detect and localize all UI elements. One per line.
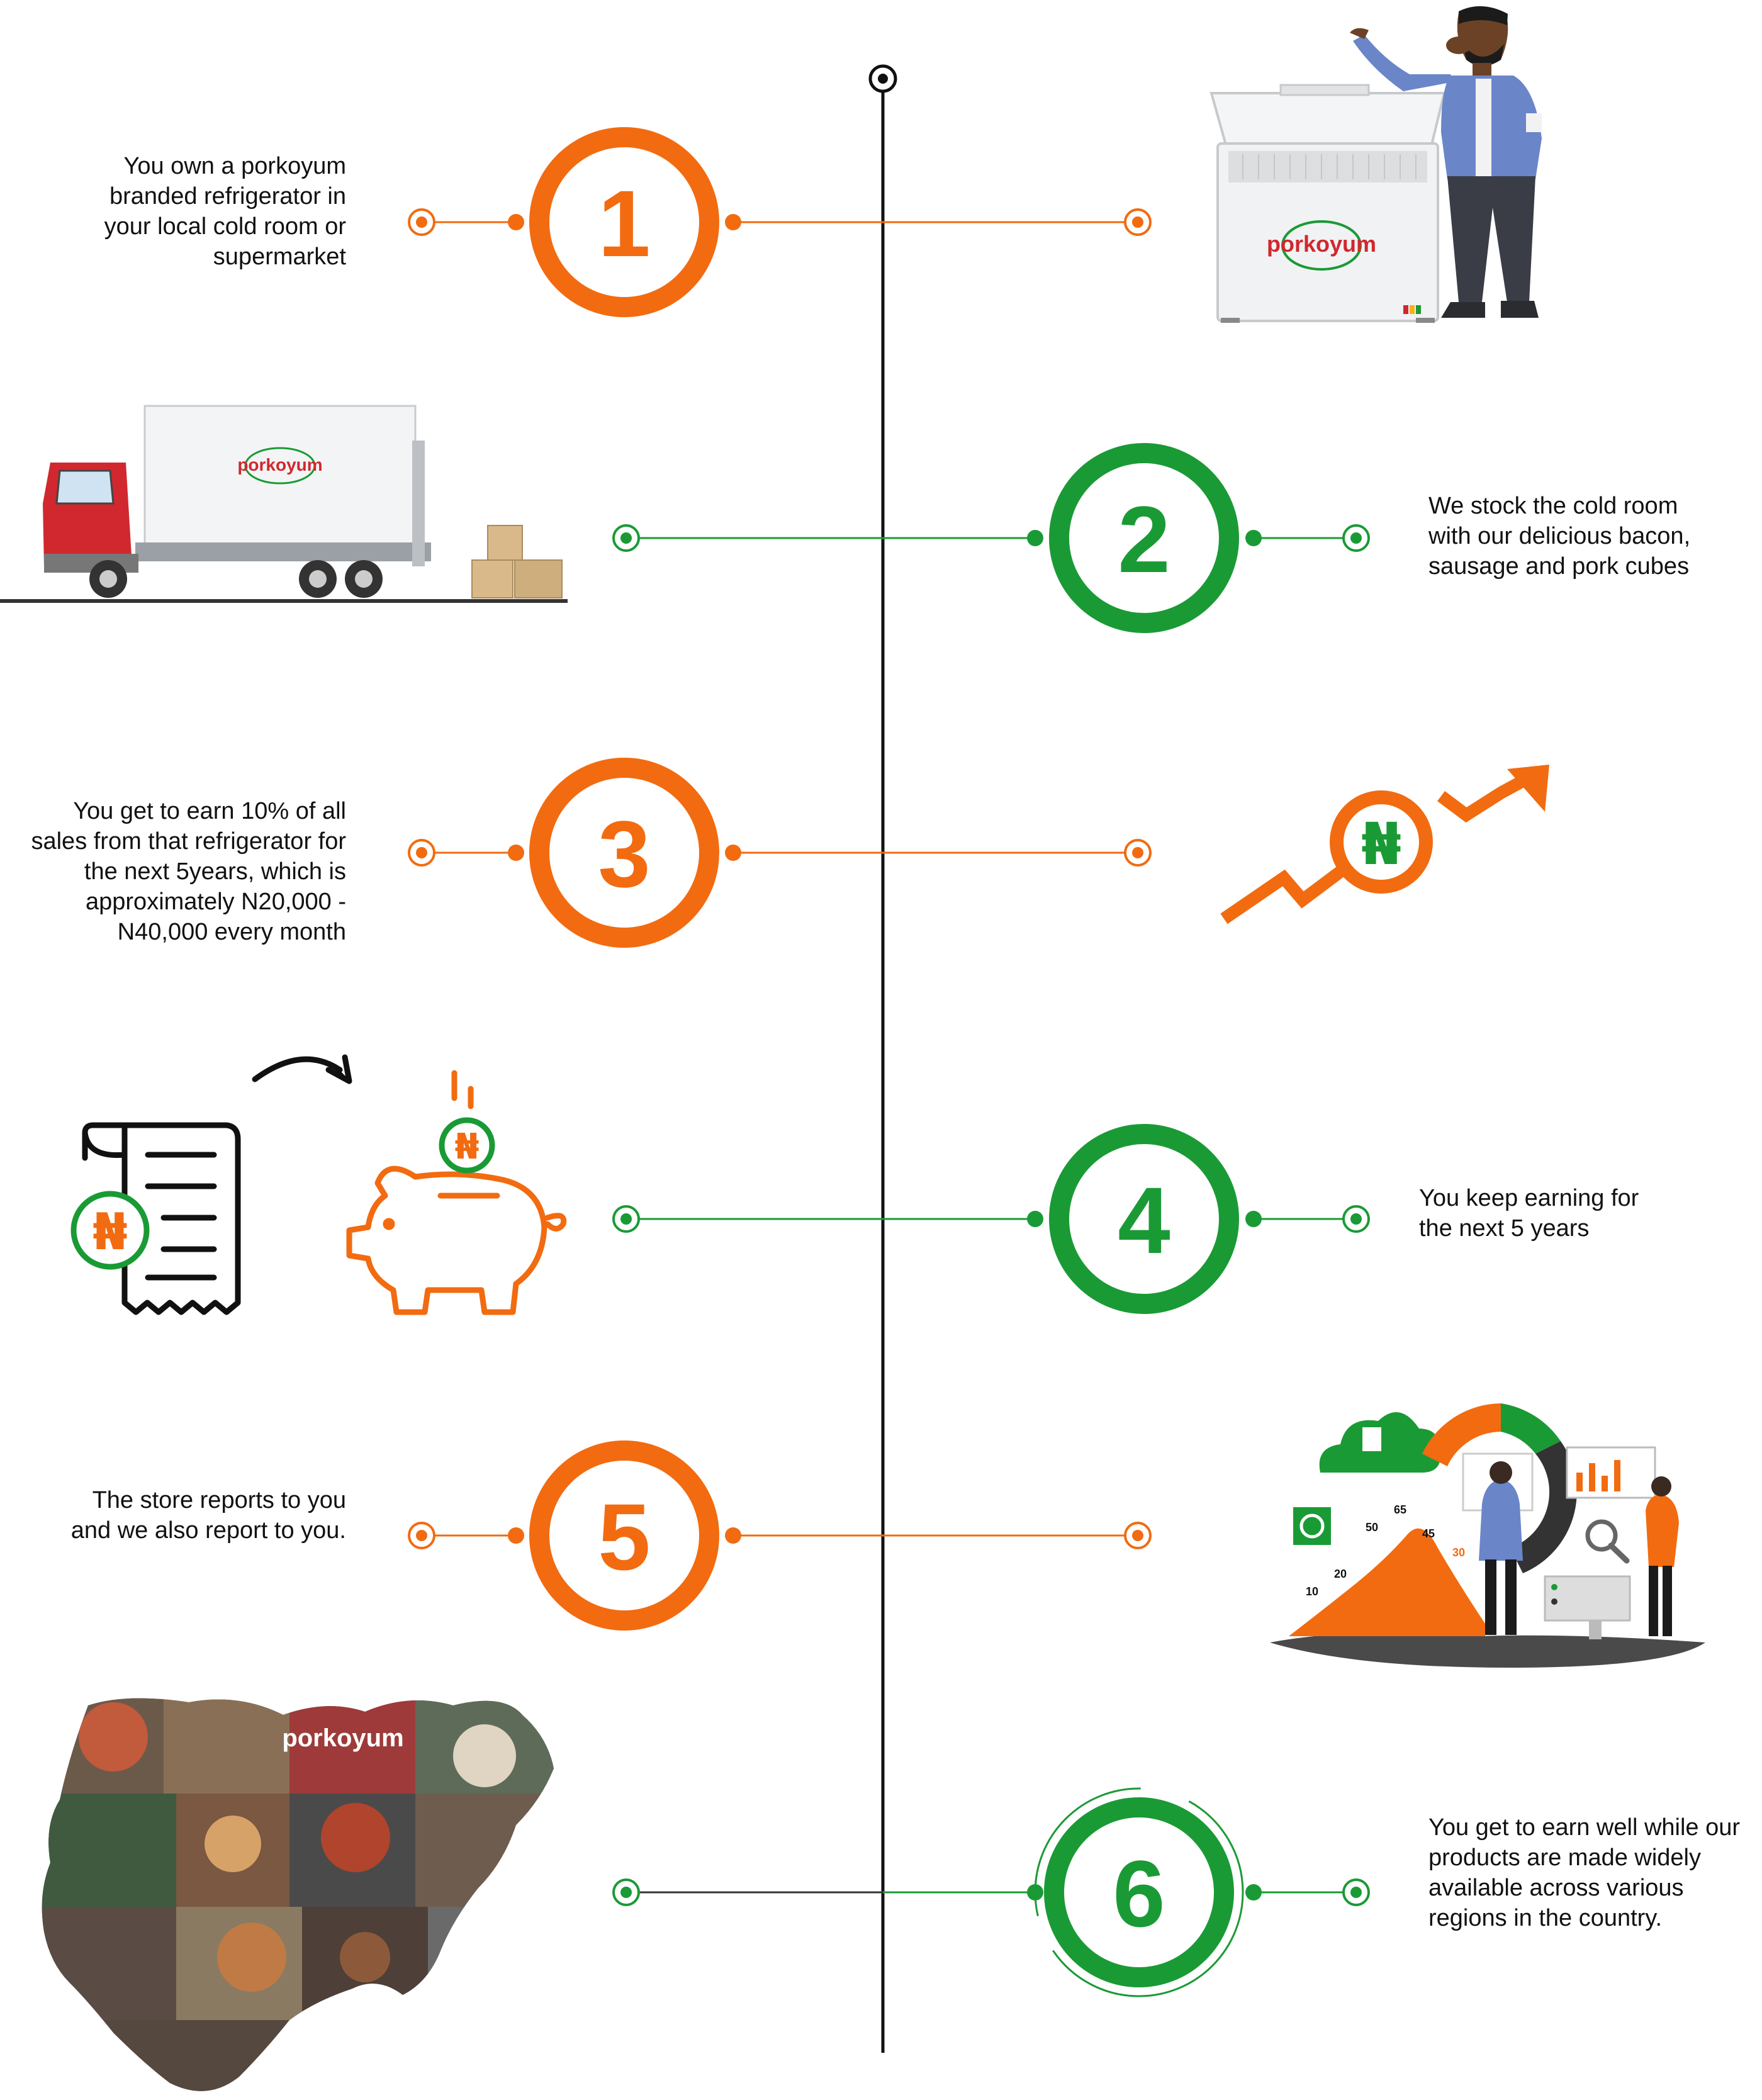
step-2-badge (1049, 443, 1239, 633)
step-6-description: You get to earn well while our products a… (1428, 1814, 1741, 1931)
naira-symbol-piggy: ₦ (455, 1126, 480, 1167)
receipt-naira-coin (70, 1191, 150, 1270)
step-2-description: We stock the cold room with our delicious… (1428, 493, 1691, 580)
collage-logo: porkoyum (282, 1724, 403, 1752)
report-label-50: 50 (1366, 1521, 1378, 1534)
piggy-bank-icon (346, 1070, 567, 1315)
naira-symbol-growth: ₦ (1361, 811, 1401, 878)
step-4-description: You keep earning for the next 5 years (1419, 1185, 1639, 1242)
nigeria-map-collage: porkoyum (42, 1698, 554, 2091)
truck-logo: porkoyum (237, 455, 322, 474)
naira-symbol-receipt: ₦ (93, 1203, 128, 1261)
step-3-number: 3 (598, 801, 650, 907)
step-1-number: 1 (598, 171, 650, 276)
step-1-description: You own a porkoyum branded refrigerator i… (104, 153, 346, 270)
analytics-illustration: 10 20 50 65 45 30 (1270, 1403, 1705, 1668)
step-6-outer-ring (1034, 1787, 1244, 1997)
step-4-badge (1049, 1124, 1239, 1314)
delivery-truck-illustration: porkoyum (0, 405, 568, 603)
step-4-endpoint-dots (612, 1205, 1370, 1233)
freezer-illustration: porkoyum (1209, 84, 1446, 323)
step-5-number: 5 (598, 1484, 650, 1590)
report-label-20: 20 (1334, 1568, 1347, 1580)
step-2-number: 2 (1118, 486, 1170, 592)
step-3-description: You get to earn 10% of all sales from tha… (31, 798, 346, 945)
piggy-naira-coin (439, 1117, 495, 1174)
step-2-endpoint-dots (612, 524, 1370, 552)
report-label-65: 65 (1394, 1503, 1406, 1516)
step-3-endpoint-dots (408, 839, 1152, 867)
step-5-badge (529, 1440, 719, 1631)
step-6-endpoint-dots (612, 1878, 1370, 1906)
step-4-number: 4 (1118, 1167, 1170, 1273)
receipt-icon (82, 1122, 241, 1315)
step-6-number: 6 (1113, 1841, 1165, 1946)
step-3-badge (529, 758, 719, 948)
transfer-arrow-icon (252, 1056, 343, 1082)
report-label-10: 10 (1306, 1585, 1318, 1598)
step-5-description: The store reports to you and we also repo… (70, 1487, 346, 1544)
man-illustration (1350, 6, 1542, 318)
report-label-30: 30 (1452, 1546, 1465, 1559)
report-label-45: 45 (1422, 1527, 1435, 1540)
naira-growth-illustration: ₦ (1220, 765, 1549, 924)
step-1-endpoint-dots (408, 208, 1152, 236)
step-6-badge (1044, 1797, 1234, 1987)
freezer-logo: porkoyum (1267, 231, 1376, 257)
step-1-badge (529, 127, 719, 317)
step-5-endpoint-dots (408, 1522, 1152, 1549)
